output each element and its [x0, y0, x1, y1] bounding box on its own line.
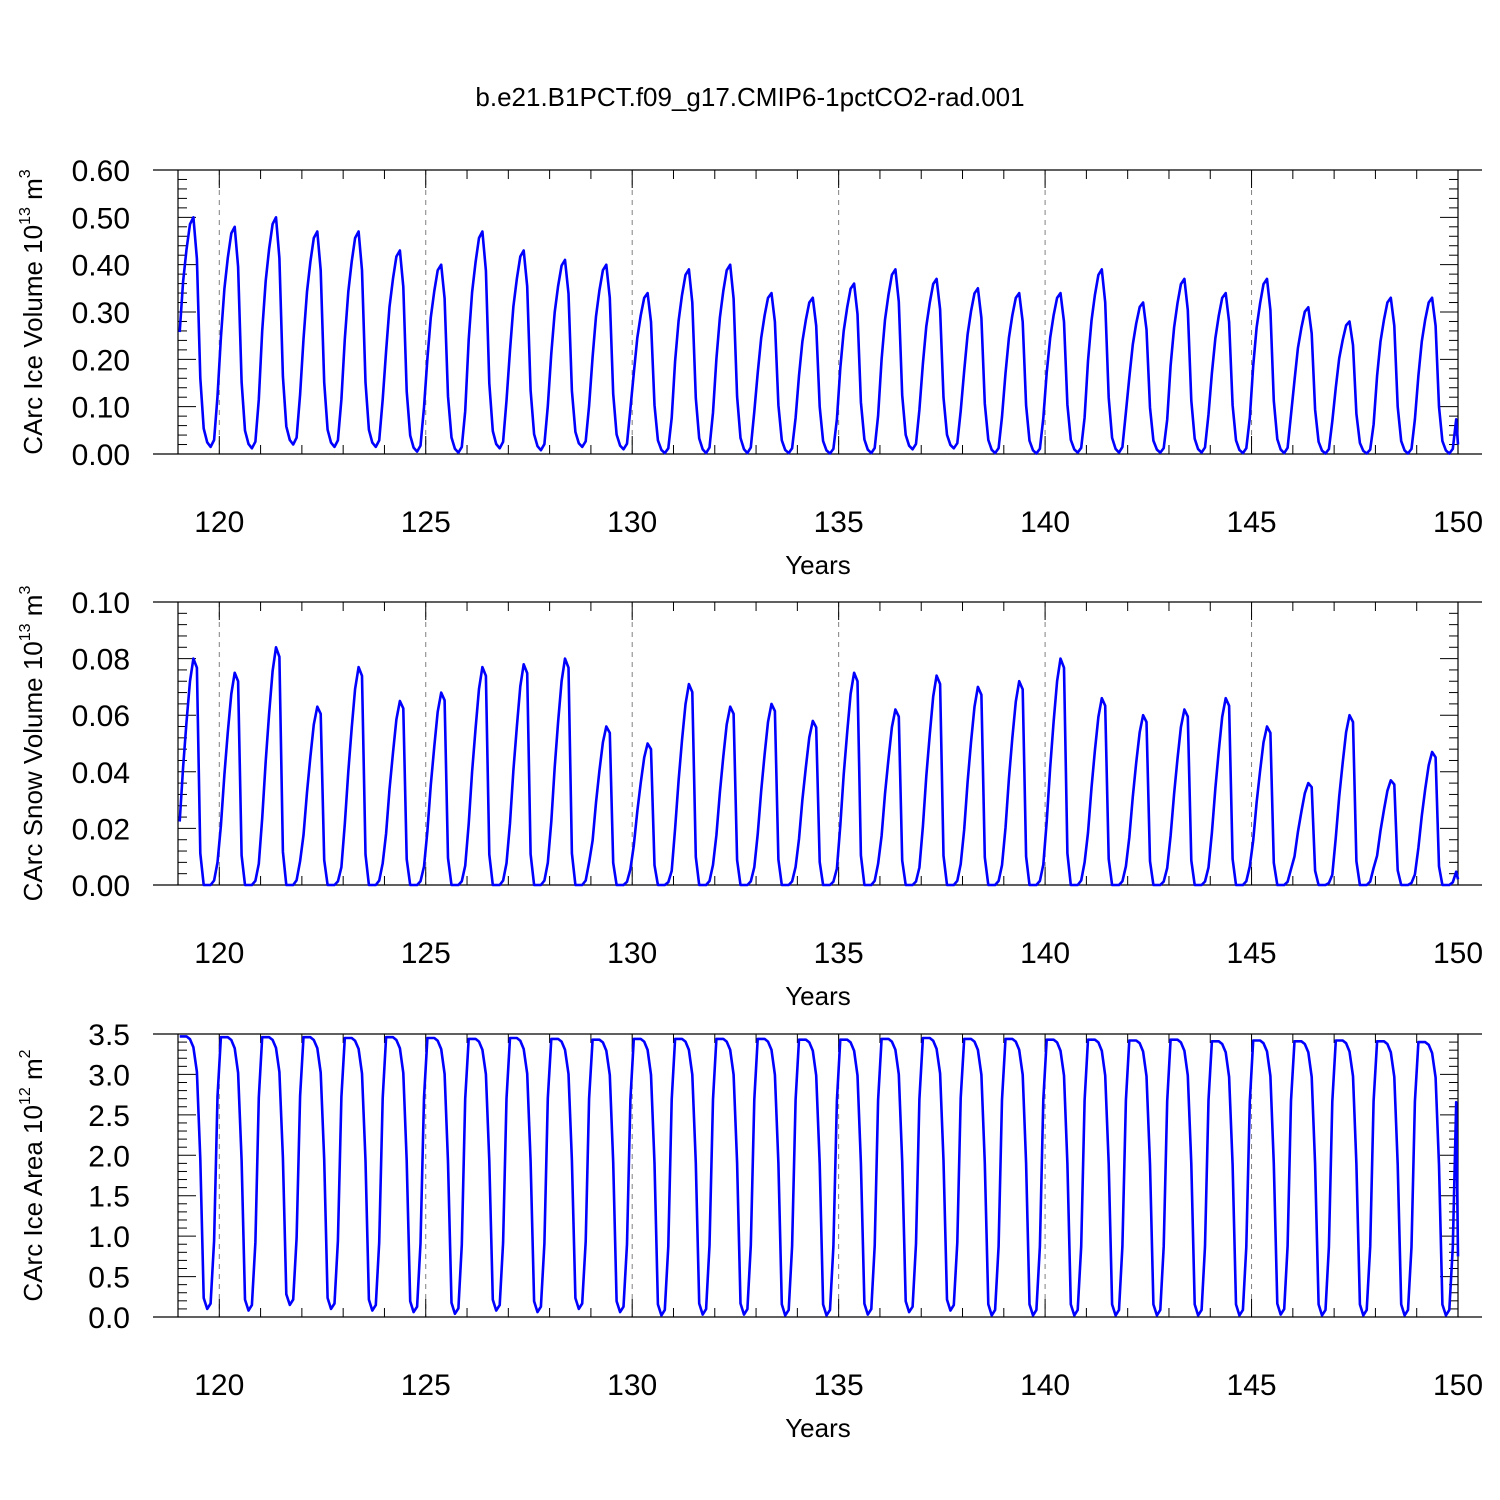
y-tick-label: 0.30	[72, 297, 130, 330]
series-line	[179, 1035, 1460, 1317]
x-tick-label: 120	[194, 1369, 244, 1402]
x-tick-label: 120	[194, 937, 244, 970]
y-axis-title-main: CArc Ice Volume 10	[18, 225, 48, 455]
x-tick-label: 150	[1433, 1369, 1483, 1402]
x-tick-label: 125	[401, 937, 451, 970]
y-axis-title: CArc Ice Area 1012 m2	[17, 1049, 48, 1301]
y-tick-label: 0.10	[72, 392, 130, 425]
series-line	[178, 646, 1460, 887]
y-tick-label: 0.04	[72, 757, 130, 790]
y-tick-label: 0.08	[72, 644, 130, 677]
y-axis-title-unit-exponent: 3	[17, 169, 34, 178]
x-tick-label: 130	[607, 1369, 657, 1402]
y-tick-label: 0.5	[88, 1262, 130, 1295]
x-tick-label: 135	[814, 506, 864, 539]
y-tick-label: 2.0	[88, 1140, 130, 1173]
x-tick-label: 125	[401, 1369, 451, 1402]
y-axis-title-exponent: 13	[17, 207, 34, 225]
y-axis-title-unit: m	[18, 178, 48, 207]
y-tick-label: 0.00	[72, 870, 130, 903]
panel-2: 120 125 130 135 140 145 150 Years 0.00 0.02 0.04 0.…	[17, 586, 1483, 1011]
x-tick-label: 120	[194, 506, 244, 539]
panel-3: 120 125 130 135 140 145 150 Years 0.0 0.5 1.0 1.5 2.…	[17, 1019, 1483, 1443]
x-tick-label: 140	[1020, 937, 1070, 970]
x-tick-label: 135	[814, 937, 864, 970]
x-tick-label: 145	[1227, 1369, 1277, 1402]
y-tick-label: 3.0	[88, 1059, 130, 1092]
y-tick-label: 0.06	[72, 700, 130, 733]
x-tick-label: 150	[1433, 506, 1483, 539]
x-axis-title: Years	[785, 550, 851, 580]
y-tick-label: 0.40	[72, 250, 130, 283]
y-axis-title-unit: m	[18, 1058, 48, 1087]
y-tick-label: 0.10	[72, 587, 130, 620]
panel-1: 120 125 130 135 140 145 150 Years 0.00 0.10 0.20 0.…	[17, 155, 1483, 580]
x-tick-label: 140	[1020, 506, 1070, 539]
y-axis-title-unit-exponent: 2	[17, 1049, 34, 1058]
x-tick-label: 145	[1227, 506, 1277, 539]
y-axis-title: CArc Snow Volume 1013 m3	[17, 586, 48, 902]
y-tick-label: 0.00	[72, 439, 130, 472]
y-axis-title: CArc Ice Volume 1013 m3	[17, 169, 48, 454]
y-axis-title-unit: m	[18, 595, 48, 624]
x-tick-label: 135	[814, 1369, 864, 1402]
y-tick-label: 3.5	[88, 1019, 130, 1052]
y-axis-title-exponent: 12	[17, 1087, 34, 1105]
y-axis-title-unit-exponent: 3	[17, 586, 34, 595]
x-tick-label: 145	[1227, 937, 1277, 970]
y-tick-label: 1.0	[88, 1221, 130, 1254]
x-tick-label: 130	[607, 506, 657, 539]
y-tick-label: 0.50	[72, 202, 130, 235]
y-tick-label: 0.60	[72, 155, 130, 188]
y-axis-title-main: CArc Ice Area 10	[18, 1105, 48, 1302]
x-tick-label: 130	[607, 937, 657, 970]
y-axis-title-exponent: 13	[17, 623, 34, 641]
x-tick-label: 125	[401, 506, 451, 539]
y-tick-label: 0.0	[88, 1302, 130, 1335]
figure-title: b.e21.B1PCT.f09_g17.CMIP6-1pctCO2-rad.00…	[475, 82, 1025, 112]
y-tick-label: 1.5	[88, 1181, 130, 1214]
x-axis-title: Years	[785, 1413, 851, 1443]
y-tick-label: 0.20	[72, 344, 130, 377]
y-axis-title-main: CArc Snow Volume 10	[18, 641, 48, 901]
series-line	[178, 216, 1460, 455]
x-tick-label: 140	[1020, 1369, 1070, 1402]
x-tick-label: 150	[1433, 937, 1483, 970]
y-tick-label: 2.5	[88, 1100, 130, 1133]
x-axis-title: Years	[785, 981, 851, 1011]
y-tick-label: 0.02	[72, 813, 130, 846]
